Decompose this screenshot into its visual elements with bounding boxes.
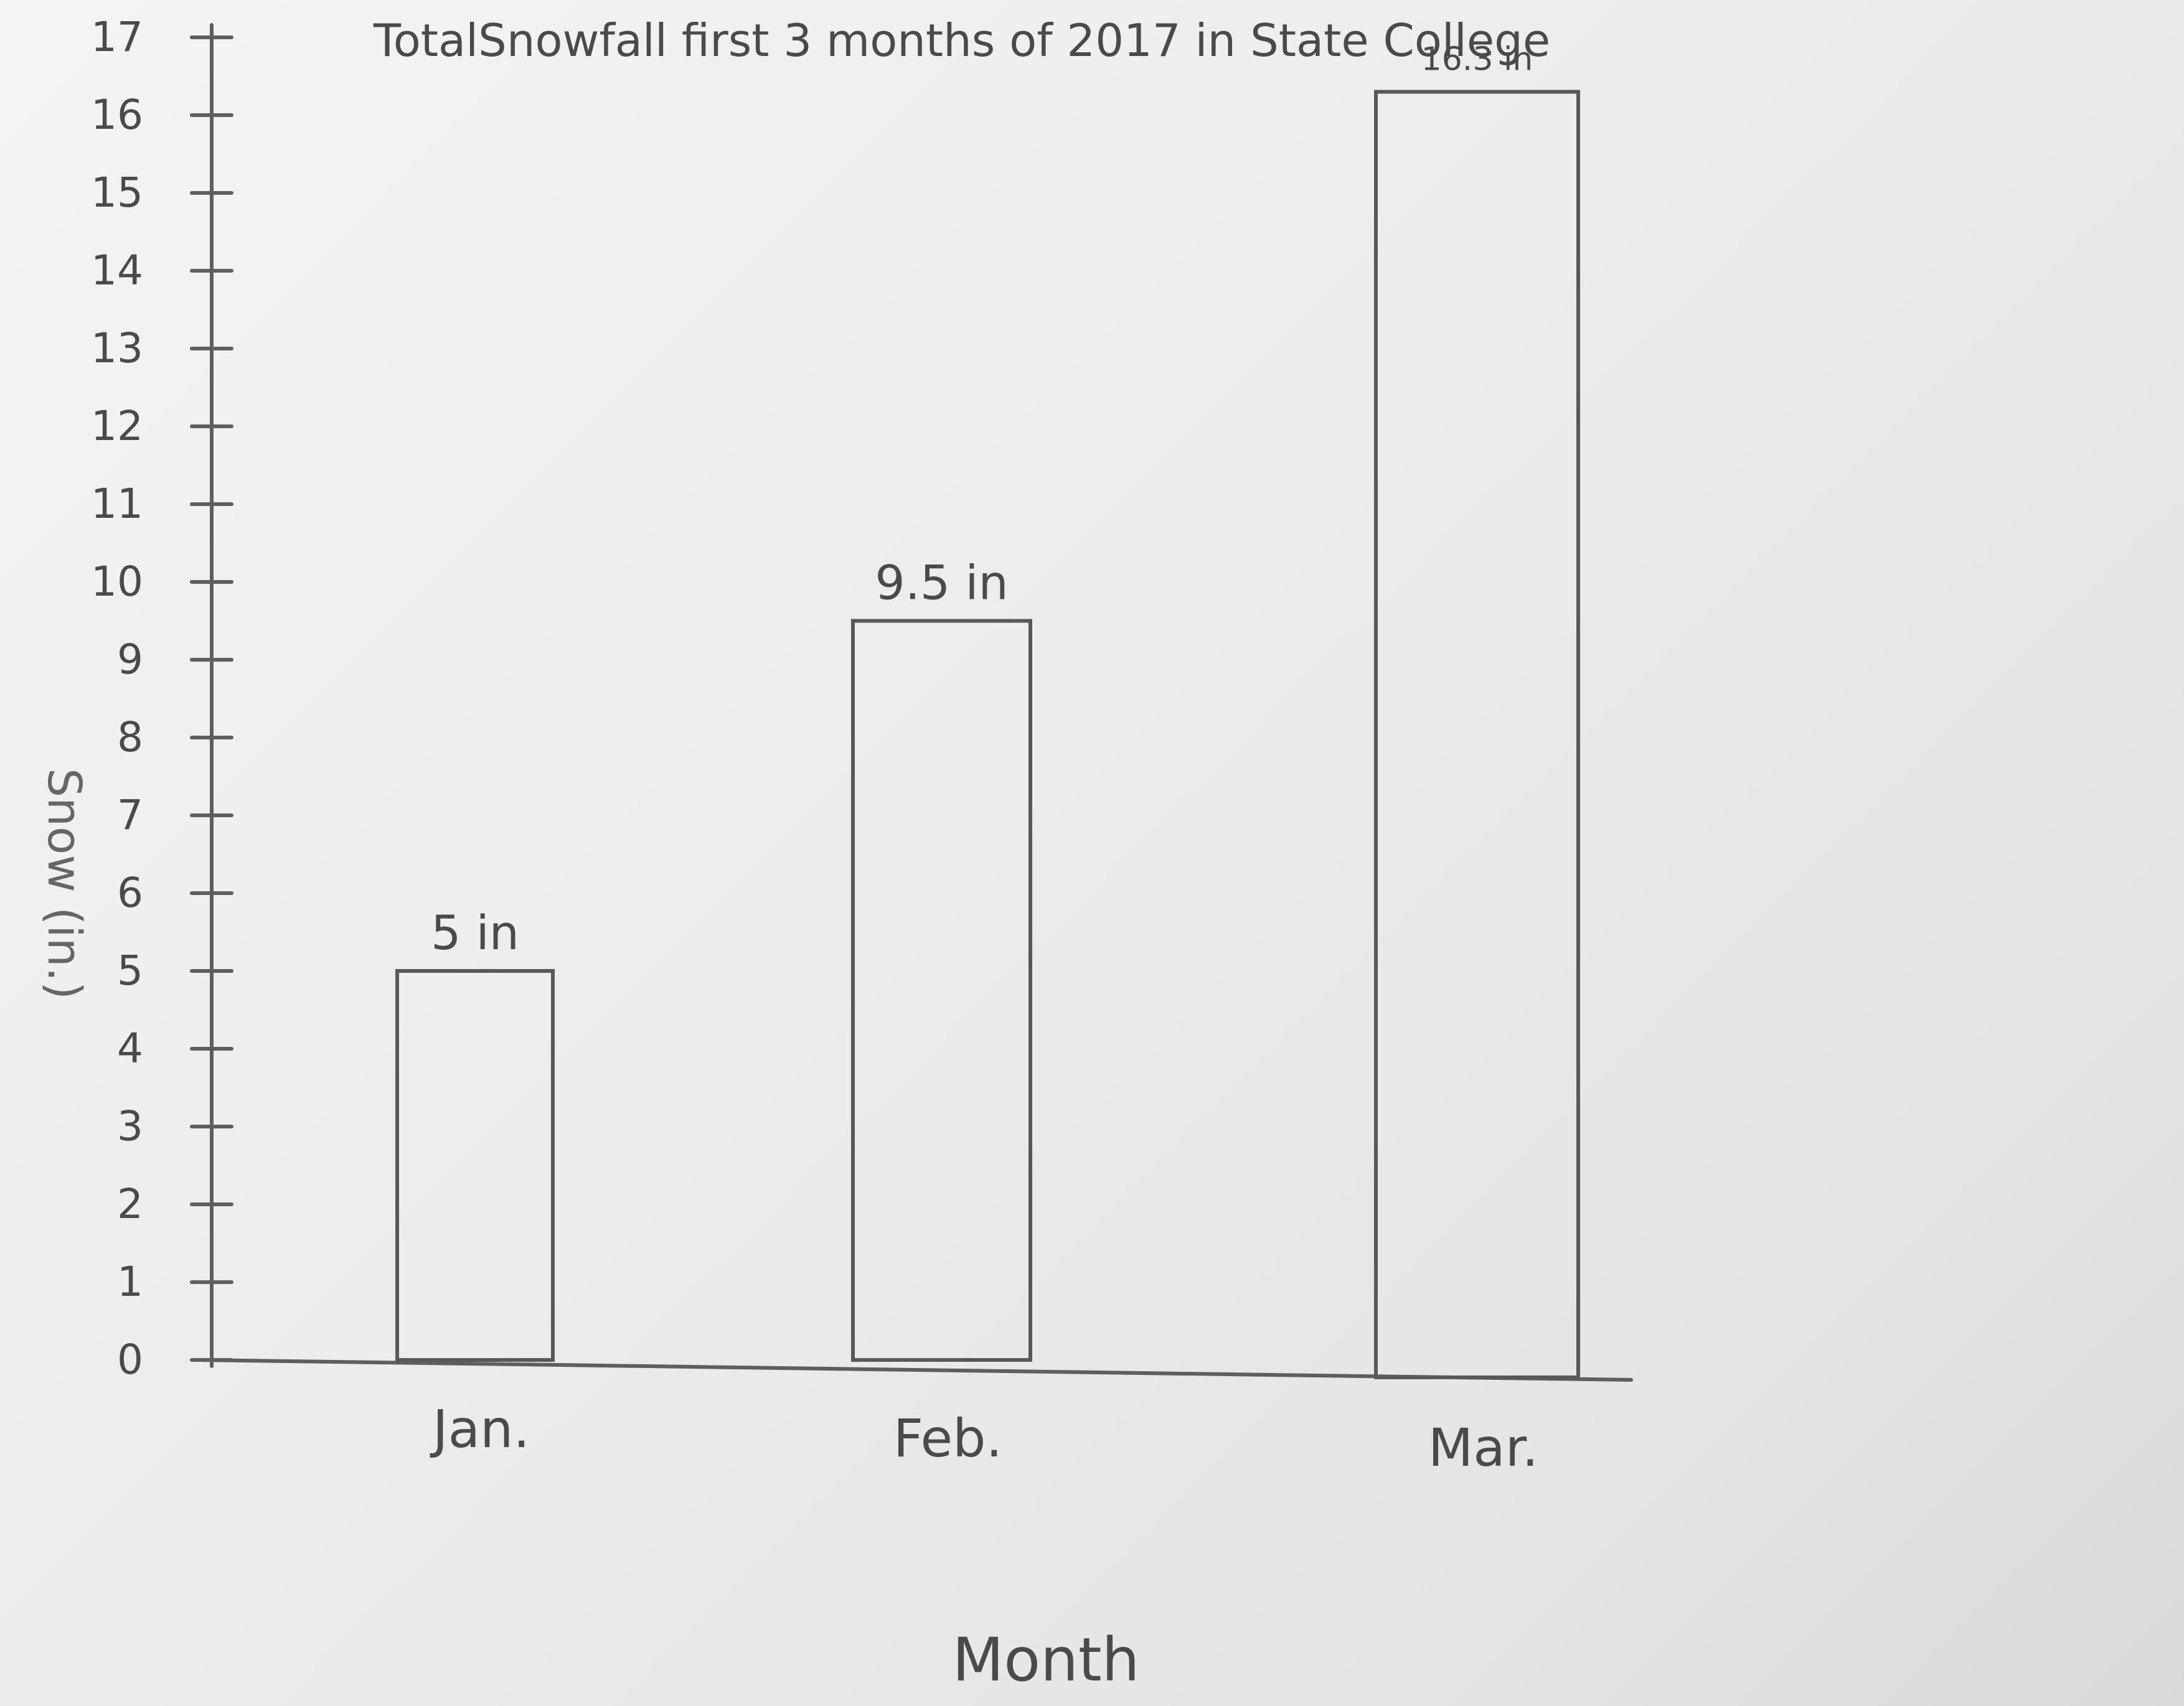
- bar-value-label: 16.3 in: [1421, 41, 1533, 78]
- bar-value-label: 5 in: [431, 905, 519, 960]
- bar-jan: [395, 969, 555, 1362]
- y-tick-label: 17: [91, 13, 143, 61]
- x-tick-label: Mar.: [1428, 1417, 1538, 1478]
- y-tick-label: 10: [91, 558, 143, 606]
- axes: [197, 23, 1633, 1382]
- x-tick-label: Feb.: [893, 1408, 1002, 1469]
- y-tick-label: 1: [117, 1258, 143, 1306]
- y-tick-label: 12: [91, 402, 143, 450]
- y-tick-label: 6: [117, 869, 143, 917]
- labels: 5 in Jan. 9.5 in Feb. 16.3 in Mar.: [430, 41, 1538, 1479]
- bars: [395, 90, 1580, 1379]
- x-axis-label: Month: [953, 1625, 1140, 1695]
- bar-value-label: 9.5 in: [875, 555, 1008, 611]
- chart-title: TotalSnowfall first 3 months of 2017 in …: [373, 14, 1550, 67]
- y-tick-label: 14: [91, 246, 143, 294]
- y-tick-label: 13: [91, 324, 143, 372]
- y-tick-label: 9: [117, 635, 143, 683]
- y-axis-label: Snow (in.): [37, 768, 91, 1000]
- y-tick-label: 16: [91, 91, 143, 139]
- y-tick-label: 15: [91, 169, 143, 217]
- y-tick-label: 3: [117, 1102, 143, 1150]
- x-tick-label: Jan.: [430, 1399, 530, 1460]
- y-tick-label: 5: [117, 947, 143, 995]
- bar-mar: [1374, 90, 1580, 1379]
- y-tick-label: 0: [117, 1336, 143, 1384]
- y-tick-label: 7: [117, 791, 143, 839]
- y-tick-label: 8: [117, 713, 143, 761]
- y-tick-label: 11: [91, 480, 143, 528]
- y-tick-label: 2: [117, 1180, 143, 1228]
- y-tick-label: 4: [117, 1024, 143, 1072]
- bar-feb: [851, 619, 1032, 1362]
